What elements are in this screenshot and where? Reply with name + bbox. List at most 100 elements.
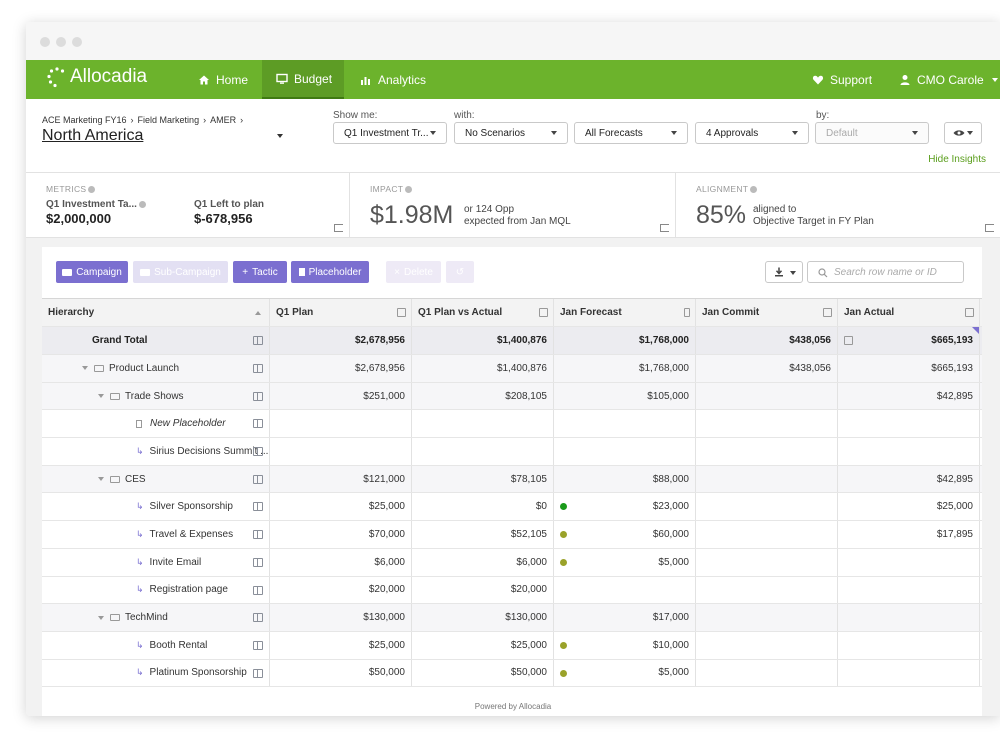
- user-menu[interactable]: CMO Carole: [899, 60, 998, 99]
- info-icon[interactable]: [405, 186, 413, 193]
- row-jan-actual[interactable]: [838, 576, 980, 604]
- breadcrumb-item[interactable]: Field Marketing: [137, 115, 200, 125]
- table-row[interactable]: TechMind $130,000 $130,000 $17,000: [42, 604, 982, 632]
- breadcrumb-item[interactable]: AMER: [210, 115, 237, 125]
- support-link[interactable]: Support: [812, 60, 872, 99]
- row-q1-vs-actual[interactable]: $25,000: [412, 631, 554, 659]
- row-detail-icon[interactable]: [253, 530, 263, 540]
- row-jan-forecast[interactable]: [554, 410, 696, 438]
- alignment-target[interactable]: Objective Target: [753, 216, 826, 227]
- nav-budget[interactable]: Budget: [262, 60, 344, 99]
- row-q1-vs-actual[interactable]: $0: [412, 493, 554, 521]
- column-header-q1-plan-vs-actual[interactable]: Q1 Plan vs Actual: [412, 299, 554, 326]
- row-q1-plan[interactable]: $70,000: [270, 521, 412, 548]
- row-jan-forecast[interactable]: $17,000: [554, 604, 696, 631]
- row-detail-icon[interactable]: [253, 419, 263, 429]
- row-detail-icon[interactable]: [253, 447, 263, 457]
- impact-opp[interactable]: 124 Opp: [475, 204, 515, 215]
- row-jan-forecast[interactable]: $5,000: [554, 659, 696, 687]
- row-jan-actual[interactable]: $42,895: [838, 382, 980, 410]
- expand-caret-icon[interactable]: [98, 615, 104, 620]
- row-detail-icon[interactable]: [253, 585, 263, 595]
- row-q1-plan[interactable]: $251,000: [270, 382, 412, 410]
- row-name-cell[interactable]: ↳ Booth Rental: [42, 631, 270, 659]
- row-jan-commit[interactable]: [696, 548, 838, 576]
- row-q1-plan[interactable]: [270, 410, 412, 438]
- row-jan-forecast[interactable]: [554, 438, 696, 465]
- delete-button[interactable]: × Delete: [386, 261, 441, 283]
- row-q1-vs-actual[interactable]: $78,105: [412, 465, 554, 493]
- add-placeholder-button[interactable]: Placeholder: [291, 261, 369, 283]
- row-detail-icon[interactable]: [253, 474, 263, 484]
- nav-home[interactable]: Home: [198, 60, 248, 99]
- row-jan-forecast[interactable]: $60,000: [554, 521, 696, 548]
- alignment-plan[interactable]: FY Plan: [838, 216, 874, 227]
- approvals-select[interactable]: 4 Approvals: [695, 122, 809, 144]
- row-name-cell[interactable]: ↳ Sirius Decisions Summit ...: [42, 438, 270, 465]
- info-icon[interactable]: [750, 186, 758, 193]
- grand-total-row[interactable]: Grand Total $2,678,956 $1,400,876 $1,768…: [42, 327, 982, 355]
- row-detail-icon[interactable]: [253, 557, 263, 567]
- row-name-cell[interactable]: TechMind: [42, 604, 270, 631]
- row-jan-commit[interactable]: [696, 631, 838, 659]
- row-jan-forecast[interactable]: $23,000: [554, 493, 696, 521]
- row-detail-icon[interactable]: [253, 640, 263, 650]
- grand-total-q1-plan[interactable]: $2,678,956: [270, 327, 412, 354]
- table-row[interactable]: ↳ Invite Email $6,000 $6,000 $5,000: [42, 548, 982, 577]
- row-q1-plan[interactable]: $25,000: [270, 493, 412, 521]
- row-jan-forecast[interactable]: $5,000: [554, 548, 696, 576]
- row-jan-commit[interactable]: $438,056: [696, 355, 838, 382]
- row-q1-plan[interactable]: $25,000: [270, 631, 412, 659]
- row-q1-plan[interactable]: $2,678,956: [270, 355, 412, 382]
- row-q1-vs-actual[interactable]: $52,105: [412, 521, 554, 548]
- row-q1-plan[interactable]: $121,000: [270, 465, 412, 493]
- table-row[interactable]: Trade Shows $251,000 $208,105 $105,000 $42,8…: [42, 382, 982, 411]
- row-q1-vs-actual[interactable]: $20,000: [412, 576, 554, 604]
- scenarios-select[interactable]: No Scenarios: [454, 122, 568, 144]
- breadcrumb-item[interactable]: ACE Marketing FY16: [42, 115, 127, 125]
- row-q1-vs-actual[interactable]: [412, 438, 554, 465]
- row-q1-vs-actual[interactable]: $208,105: [412, 382, 554, 410]
- row-jan-commit[interactable]: [696, 604, 838, 631]
- column-header-jan-actual[interactable]: Jan Actual: [838, 299, 980, 326]
- by-select[interactable]: Default: [815, 122, 929, 144]
- row-jan-actual[interactable]: [838, 438, 980, 465]
- add-campaign-button[interactable]: Campaign: [56, 261, 128, 283]
- row-jan-commit[interactable]: [696, 659, 838, 687]
- row-jan-actual[interactable]: $25,000: [838, 493, 980, 521]
- row-name-cell[interactable]: ↳ Silver Sponsorship: [42, 493, 270, 521]
- row-q1-plan[interactable]: $50,000: [270, 659, 412, 687]
- row-q1-vs-actual[interactable]: $6,000: [412, 548, 554, 576]
- table-row[interactable]: Product Launch $2,678,956 $1,400,876 $1,768…: [42, 355, 982, 383]
- calculator-icon[interactable]: [397, 308, 406, 317]
- row-jan-commit[interactable]: [696, 493, 838, 521]
- impact-source[interactable]: Jan MQL: [530, 216, 571, 227]
- row-jan-commit[interactable]: [696, 438, 838, 465]
- add-tactic-button[interactable]: + Tactic: [233, 261, 287, 283]
- table-row[interactable]: CES $121,000 $78,105 $88,000 $42,895: [42, 465, 982, 494]
- table-row[interactable]: ↳ Sirius Decisions Summit ...: [42, 438, 982, 466]
- row-q1-plan[interactable]: $20,000: [270, 576, 412, 604]
- row-jan-commit[interactable]: [696, 576, 838, 604]
- info-icon[interactable]: [138, 201, 146, 208]
- column-header-jan-forecast[interactable]: Jan Forecast: [554, 299, 696, 326]
- row-jan-actual[interactable]: $17,895: [838, 521, 980, 548]
- add-subcampaign-button[interactable]: Sub-Campaign: [133, 261, 228, 283]
- exit-icon[interactable]: [985, 224, 994, 232]
- export-button[interactable]: [765, 261, 803, 283]
- row-jan-forecast[interactable]: $10,000: [554, 631, 696, 659]
- nav-analytics[interactable]: Analytics: [360, 60, 426, 99]
- chevron-down-icon[interactable]: [277, 134, 283, 138]
- row-jan-commit[interactable]: [696, 382, 838, 410]
- grand-total-jan-commit[interactable]: $438,056: [696, 327, 838, 354]
- row-jan-commit[interactable]: [696, 521, 838, 548]
- lock-icon[interactable]: [684, 308, 690, 317]
- comment-marker-icon[interactable]: [972, 327, 979, 334]
- exit-icon[interactable]: [334, 224, 343, 232]
- row-jan-actual[interactable]: [838, 659, 980, 687]
- row-q1-vs-actual[interactable]: $50,000: [412, 659, 554, 687]
- row-q1-plan[interactable]: $6,000: [270, 548, 412, 576]
- table-row[interactable]: ↳ Silver Sponsorship $25,000 $0 $23,000 $25,0…: [42, 493, 982, 522]
- row-detail-icon[interactable]: [253, 613, 263, 623]
- calculator-icon[interactable]: [965, 308, 974, 317]
